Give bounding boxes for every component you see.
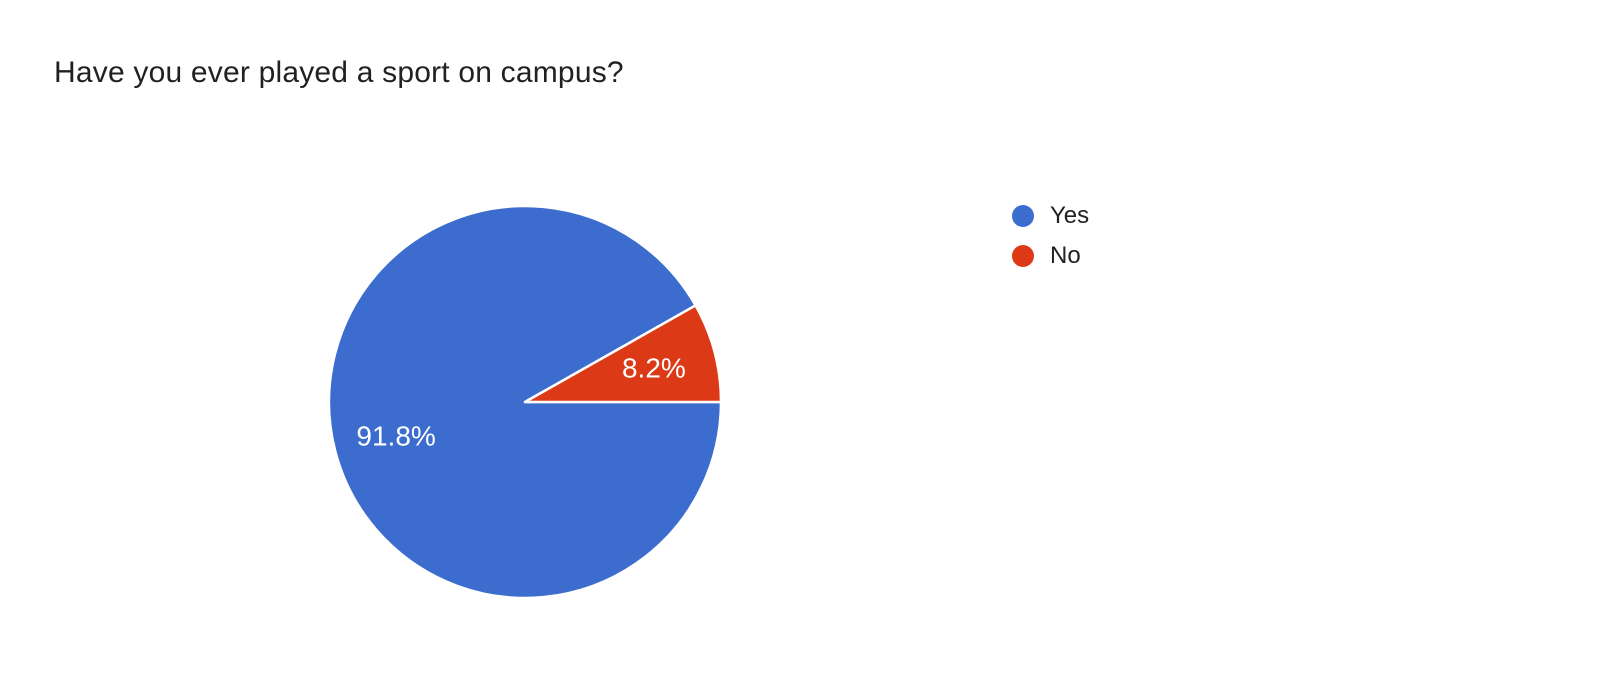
legend-item-no: No — [1012, 242, 1089, 270]
legend-label: Yes — [1050, 202, 1090, 229]
pie-chart: 91.8%8.2% — [327, 204, 723, 600]
legend-color-dot-yes — [1012, 205, 1034, 227]
legend-label: No — [1050, 242, 1081, 269]
legend-color-dot-no — [1012, 245, 1034, 267]
question-title: Have you ever played a sport on campus? — [54, 56, 624, 89]
legend: Yes No — [1012, 202, 1089, 282]
pie-slice-no[interactable] — [523, 304, 723, 404]
legend-item-yes: Yes — [1012, 202, 1089, 230]
